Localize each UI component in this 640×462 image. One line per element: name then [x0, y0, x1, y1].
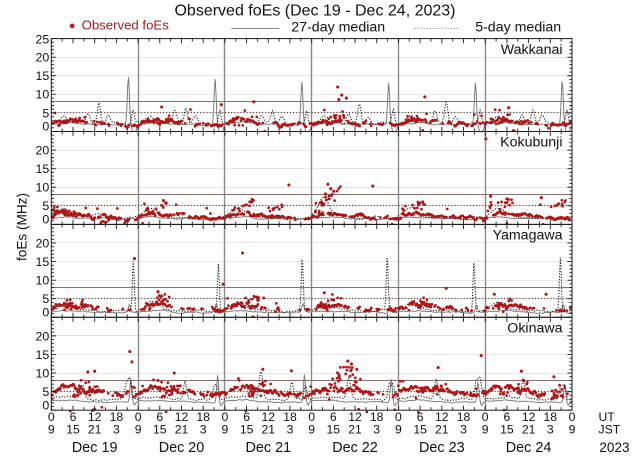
svg-text:0: 0 — [42, 305, 49, 319]
svg-text:18: 18 — [196, 410, 210, 424]
svg-text:20: 20 — [36, 329, 50, 343]
svg-text:15: 15 — [153, 423, 167, 437]
svg-text:12: 12 — [262, 410, 276, 424]
svg-text:Dec 24: Dec 24 — [506, 440, 552, 456]
svg-text:5: 5 — [42, 385, 49, 399]
svg-text:3: 3 — [547, 423, 554, 437]
svg-text:25: 25 — [36, 33, 50, 47]
svg-text:Wakkanai: Wakkanai — [501, 42, 563, 58]
svg-text:18: 18 — [370, 410, 384, 424]
svg-text:Observed foEs: Observed foEs — [82, 17, 170, 32]
svg-text:12: 12 — [522, 410, 536, 424]
svg-text:12: 12 — [88, 410, 102, 424]
svg-text:10: 10 — [36, 88, 50, 102]
svg-text:Dec 22: Dec 22 — [332, 440, 378, 456]
svg-text:6: 6 — [330, 410, 337, 424]
svg-text:Observed foEs (Dec 19 - Dec 24: Observed foEs (Dec 19 - Dec 24, 2023) — [174, 3, 455, 20]
svg-text:18: 18 — [283, 410, 297, 424]
svg-text:12: 12 — [348, 410, 362, 424]
svg-text:15: 15 — [327, 423, 341, 437]
svg-text:21: 21 — [435, 423, 449, 437]
svg-text:3: 3 — [287, 423, 294, 437]
svg-text:Yamagawa: Yamagawa — [493, 228, 563, 244]
svg-text:2023: 2023 — [599, 440, 629, 455]
svg-text:0: 0 — [42, 398, 49, 412]
svg-text:18: 18 — [110, 410, 124, 424]
svg-text:Kokubunji: Kokubunji — [500, 135, 562, 151]
svg-text:5: 5 — [42, 292, 49, 306]
svg-text:15: 15 — [66, 423, 80, 437]
svg-text:21: 21 — [348, 423, 362, 437]
svg-text:0: 0 — [48, 410, 55, 424]
svg-text:15: 15 — [36, 162, 50, 176]
svg-text:10: 10 — [36, 274, 50, 288]
svg-text:0: 0 — [395, 410, 402, 424]
svg-text:3: 3 — [113, 423, 120, 437]
svg-text:3: 3 — [200, 423, 207, 437]
svg-text:0: 0 — [42, 120, 49, 134]
svg-text:0: 0 — [482, 410, 489, 424]
svg-text:Dec 19: Dec 19 — [72, 440, 118, 456]
svg-text:9: 9 — [222, 423, 229, 437]
svg-text:6: 6 — [70, 410, 77, 424]
svg-text:20: 20 — [36, 144, 50, 158]
svg-text:0: 0 — [308, 410, 315, 424]
svg-text:9: 9 — [395, 423, 402, 437]
svg-text:12: 12 — [175, 410, 189, 424]
svg-text:18: 18 — [457, 410, 471, 424]
svg-text:15: 15 — [36, 69, 50, 83]
svg-text:9: 9 — [48, 423, 55, 437]
svg-text:15: 15 — [240, 423, 254, 437]
svg-text:15: 15 — [500, 423, 514, 437]
svg-text:10: 10 — [36, 181, 50, 195]
svg-text:3: 3 — [373, 423, 380, 437]
svg-text:10: 10 — [36, 366, 50, 380]
svg-text:18: 18 — [544, 410, 558, 424]
svg-text:6: 6 — [156, 410, 163, 424]
svg-text:9: 9 — [308, 423, 315, 437]
svg-text:27-day median: 27-day median — [291, 20, 385, 36]
svg-text:0: 0 — [135, 410, 142, 424]
svg-text:Dec 23: Dec 23 — [419, 440, 465, 456]
svg-text:15: 15 — [36, 348, 50, 362]
svg-text:12: 12 — [435, 410, 449, 424]
svg-text:5: 5 — [42, 199, 49, 213]
svg-text:5-day median: 5-day median — [475, 20, 561, 36]
svg-text:foEs (MHz): foEs (MHz) — [14, 193, 29, 261]
svg-text:15: 15 — [36, 255, 50, 269]
svg-text:6: 6 — [417, 410, 424, 424]
svg-text:20: 20 — [36, 236, 50, 250]
svg-text:9: 9 — [135, 423, 142, 437]
svg-text:0: 0 — [222, 410, 229, 424]
svg-text:9: 9 — [569, 423, 576, 437]
svg-text:UT: UT — [599, 410, 616, 424]
svg-text:6: 6 — [504, 410, 511, 424]
svg-text:9: 9 — [482, 423, 489, 437]
svg-text:Dec 21: Dec 21 — [245, 440, 291, 456]
svg-text:21: 21 — [522, 423, 536, 437]
svg-text:Dec 20: Dec 20 — [159, 440, 205, 456]
svg-text:3: 3 — [460, 423, 467, 437]
svg-text:15: 15 — [413, 423, 427, 437]
svg-text:20: 20 — [36, 51, 50, 65]
svg-text:0: 0 — [42, 213, 49, 227]
svg-text:21: 21 — [88, 423, 102, 437]
svg-text:0: 0 — [569, 410, 576, 424]
svg-text:Okinawa: Okinawa — [507, 321, 562, 337]
svg-text:21: 21 — [175, 423, 189, 437]
svg-text:6: 6 — [243, 410, 250, 424]
svg-text:JST: JST — [599, 423, 621, 437]
svg-text:21: 21 — [262, 423, 276, 437]
svg-text:5: 5 — [42, 106, 49, 120]
